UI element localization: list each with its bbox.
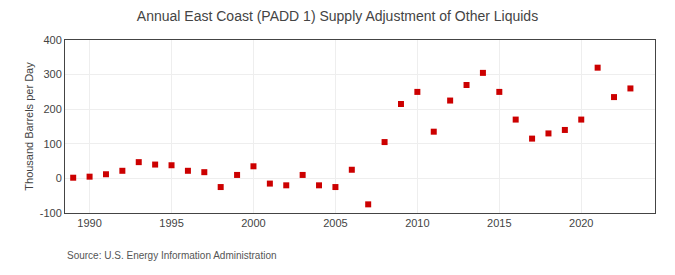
svg-text:2010: 2010 [405, 217, 429, 229]
svg-text:2020: 2020 [569, 217, 593, 229]
svg-text:400: 400 [43, 34, 61, 46]
svg-text:100: 100 [43, 138, 61, 150]
svg-text:1990: 1990 [77, 217, 101, 229]
svg-text:-100: -100 [40, 207, 62, 219]
svg-text:0: 0 [56, 172, 62, 184]
svg-text:2015: 2015 [487, 217, 511, 229]
svg-text:Thousand Barrels per Day: Thousand Barrels per Day [23, 62, 35, 191]
svg-text:200: 200 [43, 103, 61, 115]
svg-text:2005: 2005 [323, 217, 347, 229]
svg-text:300: 300 [43, 68, 61, 80]
svg-text:1995: 1995 [159, 217, 183, 229]
svg-text:Source: U.S. Energy Informatio: Source: U.S. Energy Information Administ… [67, 250, 277, 261]
svg-text:2000: 2000 [241, 217, 265, 229]
svg-text:Annual East Coast (PADD 1) Sup: Annual East Coast (PADD 1) Supply Adjust… [137, 8, 538, 24]
